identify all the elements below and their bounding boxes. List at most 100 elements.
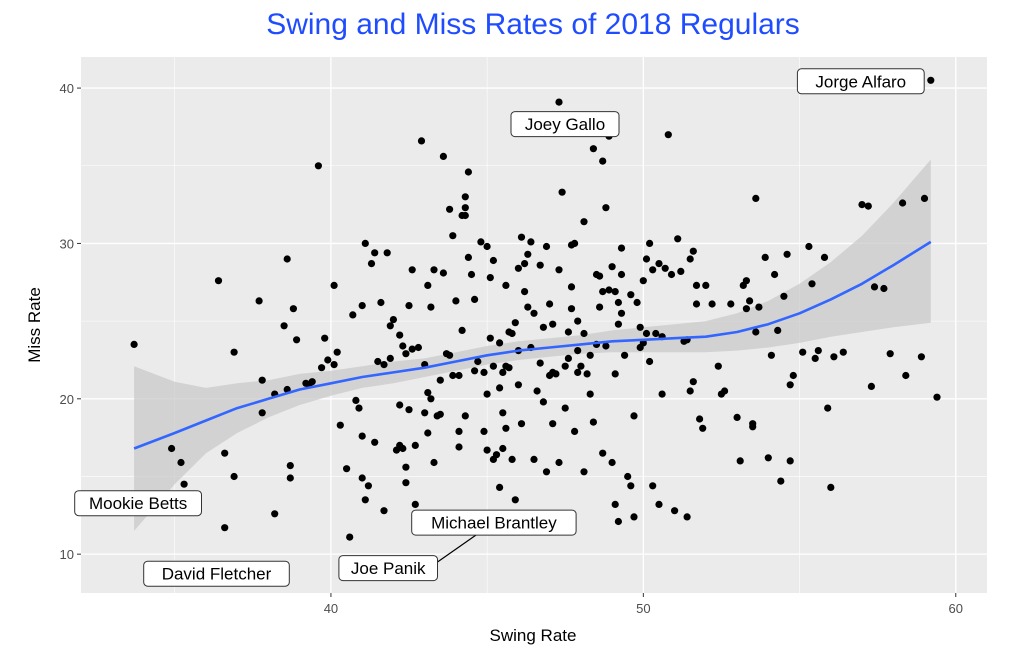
data-point	[661, 264, 669, 272]
data-point	[458, 326, 466, 334]
data-point	[652, 329, 660, 338]
data-point	[558, 188, 566, 196]
data-point	[424, 429, 432, 437]
data-point	[611, 288, 619, 296]
point-label-text: Joe Panik	[351, 559, 426, 578]
data-point	[480, 427, 488, 435]
data-point	[839, 348, 847, 356]
data-point	[258, 376, 266, 384]
data-point	[502, 424, 510, 432]
y-axis-title: Miss Rate	[25, 287, 44, 363]
data-point	[408, 266, 416, 274]
data-point	[496, 384, 504, 392]
data-point	[530, 455, 538, 463]
data-point	[505, 364, 513, 372]
data-point	[461, 412, 469, 420]
data-point	[561, 362, 569, 370]
data-point	[780, 292, 788, 300]
data-point	[642, 329, 651, 338]
y-tick-label: 40	[60, 81, 74, 96]
data-point	[321, 334, 329, 342]
point-label: Joey Gallo	[510, 111, 620, 138]
data-point	[549, 420, 557, 428]
data-point	[599, 157, 607, 165]
data-point	[574, 347, 582, 355]
data-point	[571, 427, 579, 435]
data-point	[427, 395, 435, 403]
point-labels-layer: Jorge Alfaro Joey Gallo Mookie Betts Michae…	[74, 68, 925, 587]
data-point	[646, 357, 654, 366]
data-point	[699, 424, 707, 432]
data-point	[683, 513, 691, 521]
data-point	[608, 458, 616, 467]
label-leader-line	[430, 534, 477, 568]
data-point	[405, 302, 413, 310]
data-point	[464, 253, 472, 261]
data-point	[411, 500, 419, 508]
data-point	[508, 329, 516, 338]
data-point	[677, 267, 685, 275]
data-point	[799, 348, 807, 356]
data-point	[308, 378, 316, 386]
data-point	[417, 137, 426, 145]
data-point	[496, 483, 504, 491]
data-point	[230, 472, 238, 481]
data-point	[899, 199, 907, 207]
data-point	[361, 496, 369, 504]
data-point	[358, 302, 366, 310]
data-point	[805, 242, 813, 251]
data-point	[624, 472, 632, 481]
x-tick-label: 60	[949, 601, 963, 616]
data-point	[596, 303, 604, 311]
data-point	[752, 328, 760, 336]
data-point	[461, 193, 469, 201]
data-point	[336, 421, 344, 429]
y-tick-label: 10	[60, 547, 74, 562]
data-point	[752, 194, 760, 202]
data-point	[330, 281, 338, 289]
data-point	[696, 415, 704, 423]
data-point	[514, 381, 523, 389]
data-point	[289, 305, 297, 313]
data-point	[367, 260, 376, 268]
data-point	[374, 357, 382, 366]
data-point	[555, 98, 563, 106]
data-point	[396, 401, 404, 409]
data-point	[627, 291, 635, 299]
data-point	[655, 500, 663, 508]
data-point	[499, 368, 507, 376]
data-point	[561, 404, 569, 412]
data-point	[480, 368, 488, 376]
data-point	[608, 263, 616, 271]
data-point	[811, 354, 819, 362]
data-point	[446, 205, 454, 213]
data-point	[567, 305, 576, 313]
data-point	[346, 533, 354, 541]
data-point	[455, 371, 463, 380]
data-point	[399, 444, 407, 453]
data-point	[580, 468, 588, 476]
data-point	[611, 370, 619, 378]
data-point	[708, 300, 716, 308]
data-point	[396, 331, 404, 339]
data-point	[611, 500, 619, 508]
data-point	[386, 322, 394, 330]
point-label-text: Joey Gallo	[525, 115, 605, 134]
data-point	[580, 218, 588, 226]
data-point	[349, 311, 357, 319]
data-point	[808, 280, 816, 288]
data-point	[702, 281, 710, 289]
data-point	[539, 398, 548, 406]
data-point	[870, 283, 879, 291]
data-point	[355, 404, 363, 412]
data-point	[424, 389, 432, 397]
data-point	[461, 204, 469, 212]
data-point	[636, 323, 644, 331]
x-axis-ticks: 40 50 60	[324, 593, 963, 616]
data-point	[733, 413, 741, 421]
data-point	[599, 449, 607, 457]
data-point	[589, 418, 598, 426]
data-point	[455, 427, 463, 435]
x-axis-title: Swing Rate	[490, 626, 577, 645]
data-point	[917, 353, 926, 361]
